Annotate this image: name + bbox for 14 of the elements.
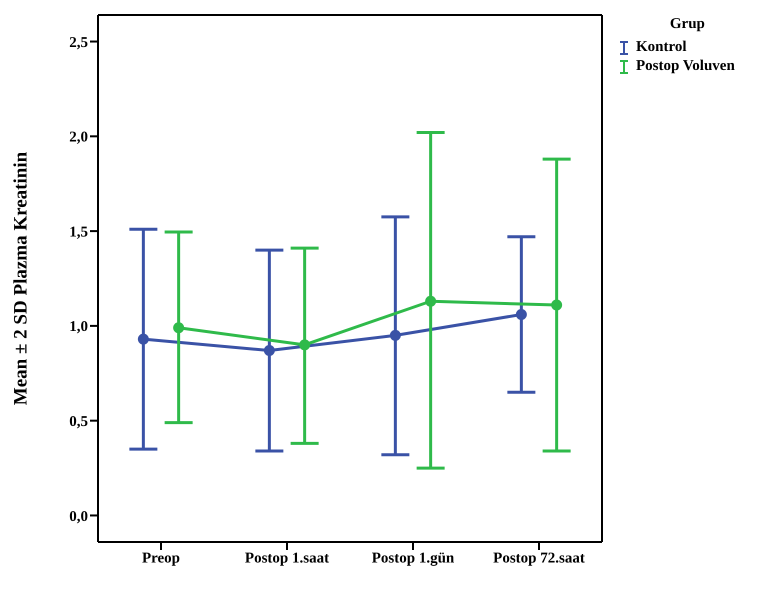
x-tick-label: Preop (142, 550, 180, 567)
y-tick-label: 0,5 (69, 414, 88, 430)
legend-label: Postop Voluven (636, 58, 735, 75)
x-tick-label: Postop 1.gün (372, 550, 455, 567)
legend-title: Grup (668, 16, 706, 33)
y-tick-label: 0,0 (69, 508, 88, 525)
y-tick-label: 1,5 (69, 224, 88, 240)
y-tick-label: 2,0 (69, 130, 88, 146)
x-tick-label: Postop 1.saat (244, 550, 330, 567)
x-tick-label: Postop 72.saat (493, 550, 585, 567)
y-tick-label: 2,5 (69, 34, 88, 51)
legend-label: Kontrol (636, 39, 687, 56)
y-tick-label: 1,0 (69, 319, 88, 336)
y-axis-title: Mean ± 2 SD Plazma Kreatinin (10, 151, 32, 406)
